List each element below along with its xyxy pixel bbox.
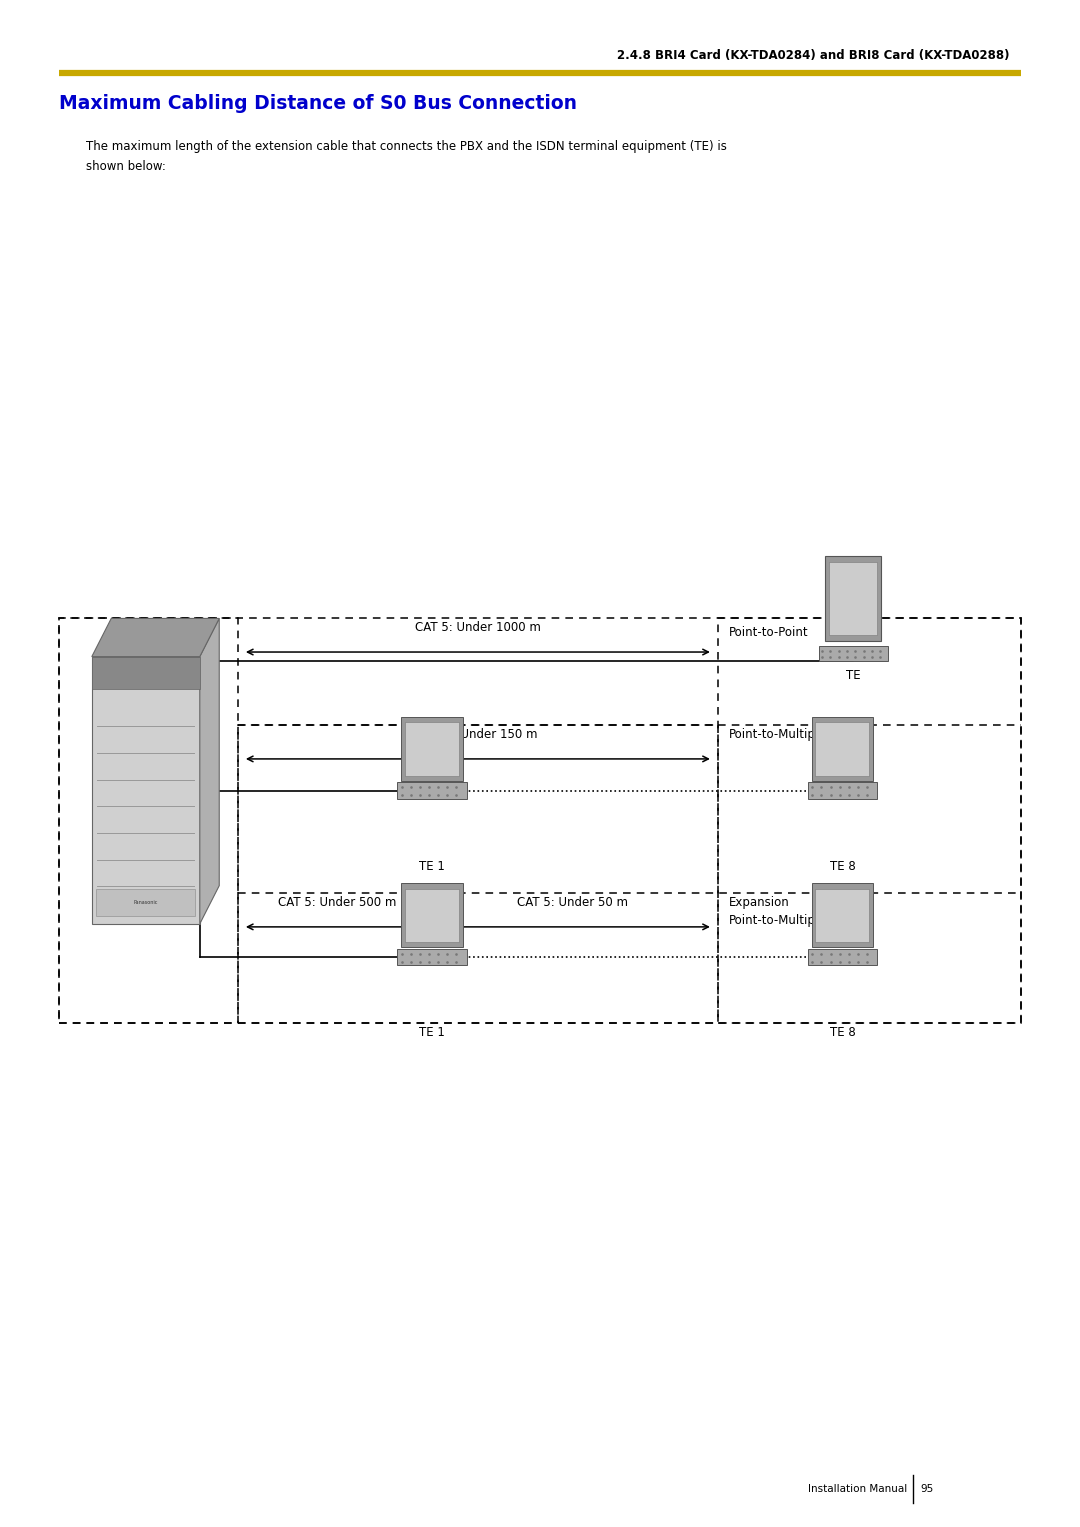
Text: Installation Manual: Installation Manual [808, 1484, 907, 1493]
Polygon shape [92, 618, 219, 657]
Bar [718, 618, 1021, 1023]
FancyBboxPatch shape [92, 657, 200, 924]
Bar [405, 889, 459, 942]
Text: CAT 5: Under 150 m: CAT 5: Under 150 m [419, 727, 537, 741]
Bar [402, 718, 463, 780]
Bar [825, 556, 881, 641]
Bar [815, 889, 869, 942]
Text: Panasonic: Panasonic [134, 901, 158, 906]
Text: Maximum Cabling Distance of S0 Bus Connection: Maximum Cabling Distance of S0 Bus Conne… [59, 95, 578, 113]
Bar [812, 718, 874, 780]
Text: TE 1: TE 1 [419, 1026, 445, 1040]
Bar [829, 562, 877, 635]
Text: shown below:: shown below: [86, 160, 166, 174]
Text: CAT 5: Under 1000 m: CAT 5: Under 1000 m [415, 620, 541, 634]
Bar [96, 889, 195, 916]
Text: TE 8: TE 8 [829, 860, 855, 873]
Text: Expansion
Point-to-Multipoint: Expansion Point-to-Multipoint [729, 896, 839, 927]
Bar [92, 657, 200, 689]
Text: 95: 95 [920, 1484, 933, 1493]
Text: The maximum length of the extension cable that connects the PBX and the ISDN ter: The maximum length of the extension cabl… [86, 140, 727, 154]
Bar [402, 884, 463, 947]
Bar [808, 782, 877, 799]
Bar [59, 618, 238, 1023]
Bar [238, 725, 718, 1023]
Polygon shape [200, 618, 219, 924]
Text: 2.4.8 BRI4 Card (KX-TDA0284) and BRI8 Card (KX-TDA0288): 2.4.8 BRI4 Card (KX-TDA0284) and BRI8 Ca… [618, 49, 1010, 63]
Bar [815, 722, 869, 776]
Bar [812, 884, 874, 947]
Bar [405, 722, 459, 776]
Text: CAT 5: Under 500 m: CAT 5: Under 500 m [279, 895, 396, 909]
Bar [808, 948, 877, 965]
Bar [397, 782, 467, 799]
Text: Point-to-Point: Point-to-Point [729, 626, 809, 640]
Text: Point-to-Multipoint: Point-to-Multipoint [729, 728, 839, 742]
Text: TE 1: TE 1 [419, 860, 445, 873]
Text: CAT 5: Under 50 m: CAT 5: Under 50 m [517, 895, 627, 909]
Bar [397, 948, 467, 965]
Bar [819, 646, 888, 661]
Text: TE: TE [846, 669, 861, 683]
Bar [59, 618, 1021, 1023]
Text: TE 8: TE 8 [829, 1026, 855, 1040]
